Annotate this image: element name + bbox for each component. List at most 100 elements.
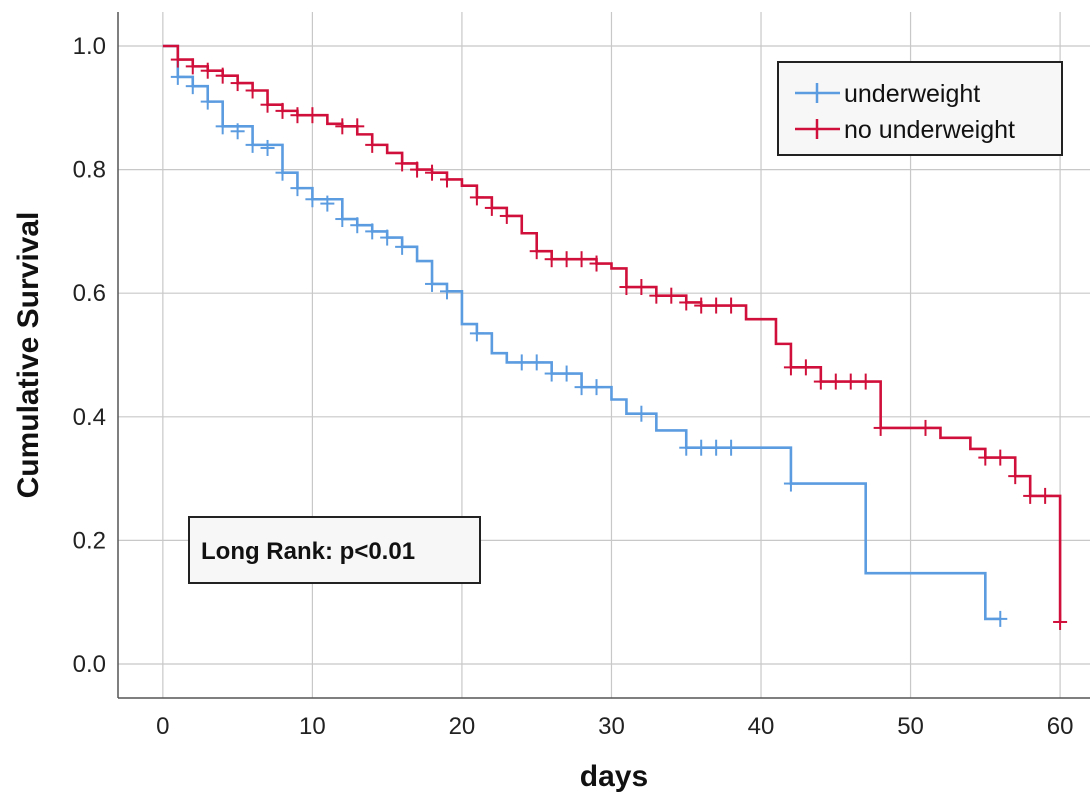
censor-mark	[1023, 487, 1038, 504]
censor-mark	[828, 373, 843, 390]
censor-mark	[918, 419, 933, 436]
y-axis-label: Cumulative Survival	[12, 212, 45, 499]
censor-mark	[514, 354, 529, 371]
censor-mark	[619, 279, 634, 296]
censor-mark	[335, 211, 350, 228]
censor-mark	[544, 365, 559, 382]
censor-mark	[589, 255, 604, 272]
x-tick-label: 40	[748, 713, 775, 740]
censor-mark	[275, 102, 290, 119]
censor-mark	[978, 449, 993, 466]
censor-mark	[395, 238, 410, 255]
censor-mark	[260, 96, 275, 113]
axis-ticks: 0 10 20 30 40 50 60 0.0 0.2 0.4 0.6 0.8 1.0	[73, 33, 1074, 740]
censor-mark	[559, 251, 574, 268]
censor-mark	[305, 107, 320, 124]
legend: underweight no underweight	[777, 61, 1063, 156]
censor-mark	[559, 365, 574, 382]
censor-mark	[185, 58, 200, 75]
censor-mark	[724, 297, 739, 314]
censor-mark	[469, 325, 484, 342]
censor-mark	[709, 439, 724, 456]
y-tick-label: 1.0	[73, 33, 106, 60]
censor-mark	[365, 223, 380, 240]
censor-mark	[813, 373, 828, 390]
censor-mark	[350, 118, 365, 135]
censor-mark	[529, 243, 544, 260]
x-axis-label: days	[580, 760, 648, 793]
censor-mark	[544, 251, 559, 268]
censor-mark	[290, 180, 305, 197]
censor-mark	[245, 82, 260, 99]
censor-mark	[439, 171, 454, 188]
y-tick-label: 0.4	[73, 404, 106, 431]
censor-mark	[858, 373, 873, 390]
x-tick-label: 0	[156, 713, 169, 740]
y-tick-label: 0.2	[73, 527, 106, 554]
x-tick-label: 30	[598, 713, 625, 740]
censor-mark	[200, 93, 215, 110]
censor-mark	[305, 191, 320, 208]
censor-mark	[499, 207, 514, 224]
censor-mark	[1053, 613, 1068, 630]
censor-mark	[350, 217, 365, 234]
censor-mark	[200, 62, 215, 79]
censor-mark	[410, 161, 425, 178]
censor-mark	[1008, 468, 1023, 485]
censor-mark	[275, 164, 290, 181]
censor-mark	[724, 439, 739, 456]
x-tick-label: 20	[449, 713, 476, 740]
censor-mark	[574, 251, 589, 268]
censor-mark	[679, 439, 694, 456]
censor-mark	[425, 164, 440, 181]
censor-mark	[484, 199, 499, 216]
censor-mark	[425, 275, 440, 292]
y-tick-label: 0.0	[73, 651, 106, 678]
y-tick-label: 0.8	[73, 157, 106, 184]
y-tick-label: 0.6	[73, 280, 106, 307]
x-tick-label: 10	[299, 713, 326, 740]
censor-mark	[993, 449, 1008, 466]
censor-mark	[798, 359, 813, 376]
censor-mark	[469, 189, 484, 206]
censor-mark	[335, 118, 350, 135]
censor-mark	[215, 67, 230, 84]
censor-mark	[649, 287, 664, 304]
censor-mark	[694, 297, 709, 314]
censor-mark	[694, 439, 709, 456]
x-tick-label: 50	[897, 713, 924, 740]
censor-mark	[290, 107, 305, 124]
censor-mark	[664, 287, 679, 304]
censor-mark	[1038, 487, 1053, 504]
censor-mark	[395, 155, 410, 172]
legend-frame	[777, 61, 1063, 156]
censor-mark	[709, 297, 724, 314]
censor-mark	[873, 419, 888, 436]
censor-mark	[380, 229, 395, 246]
censor-mark	[634, 279, 649, 296]
censor-mark	[634, 405, 649, 422]
x-tick-label: 60	[1047, 713, 1074, 740]
legend-label: underweight	[844, 80, 980, 108]
censor-mark	[679, 294, 694, 311]
censor-mark	[783, 475, 798, 492]
censor-mark	[843, 373, 858, 390]
censor-mark	[574, 379, 589, 396]
censor-mark	[783, 359, 798, 376]
censor-mark	[320, 195, 335, 212]
censor-mark	[230, 75, 245, 92]
legend-label: no underweight	[844, 116, 1015, 144]
annotation-box-frame	[188, 516, 481, 584]
censor-mark	[230, 123, 245, 140]
censor-mark	[439, 283, 454, 300]
censor-mark	[365, 136, 380, 153]
censor-mark	[170, 51, 185, 68]
series-lines	[162, 44, 1068, 630]
censor-mark	[185, 78, 200, 95]
logrank-annotation: Long Rank: p<0.01	[188, 516, 481, 584]
censor-mark	[993, 610, 1008, 627]
annotation-text: Long Rank: p<0.01	[201, 538, 415, 565]
censor-mark	[170, 68, 185, 85]
